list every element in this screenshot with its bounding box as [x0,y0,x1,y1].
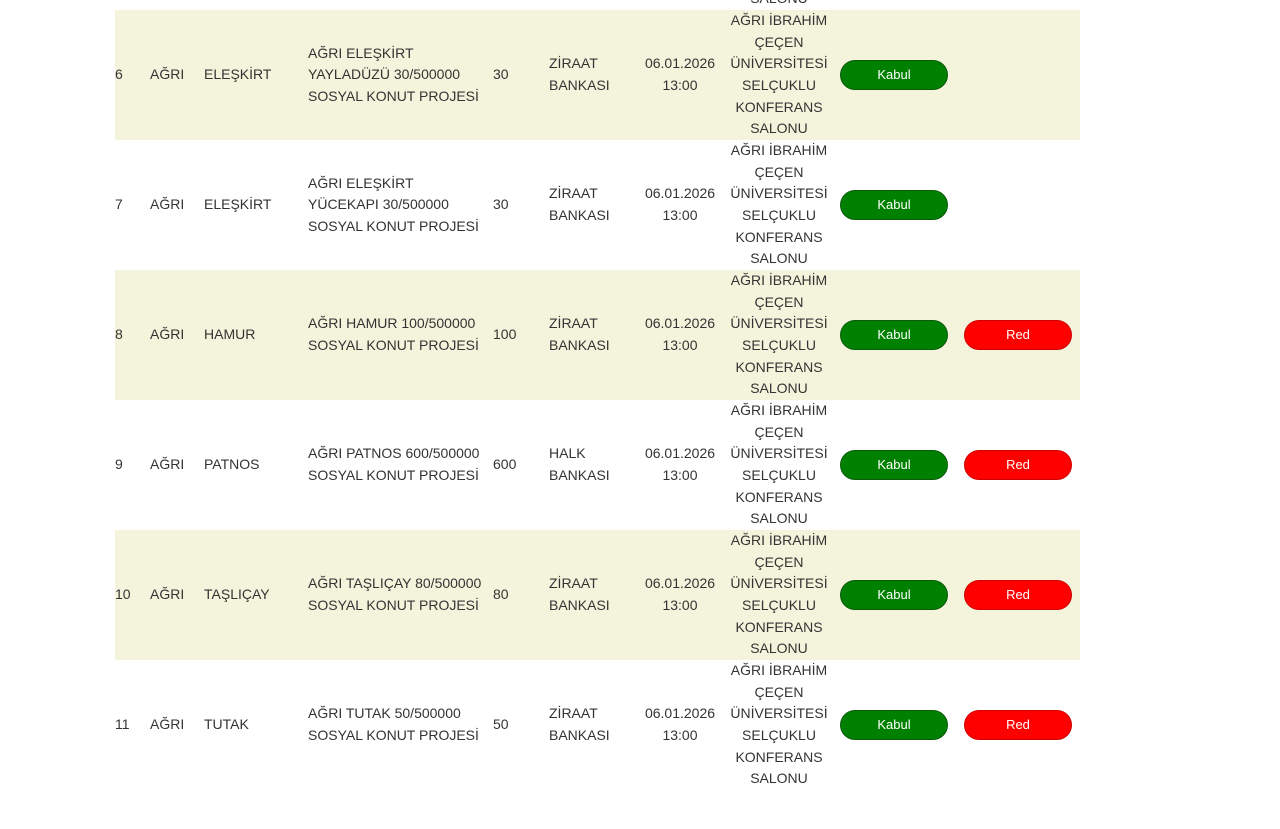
district: PATNOS [204,456,260,473]
project-name: AĞRI ELEŞKİRT YÜCEKAPI 30/500000 SOSYAL … [308,174,479,234]
date-time: 06.01.2026 13:00 [644,705,716,743]
district: TUTAK [204,716,249,733]
accept-button[interactable]: Kabul [840,320,948,350]
bank: HALK BANKASI [549,445,610,483]
accept-cell: Kabul [832,400,956,530]
bank: ZİRAAT BANKASI [549,185,610,223]
accept-cell: Kabul [832,140,956,270]
accept-button[interactable]: Kabul [840,60,948,90]
date-time: 06.01.2026 13:00 [644,315,716,353]
accept-button[interactable]: Kabul [840,450,948,480]
reject-button[interactable]: Red [964,710,1072,740]
accept-button[interactable]: Kabul [840,190,948,220]
row-number: 7 [115,196,123,213]
table-row: 8 AĞRI HAMUR AĞRI HAMUR 100/500000 SOSYAL K… [115,270,1080,400]
district: TAŞLIÇAY [204,586,270,603]
unit-count: 100 [493,326,517,343]
accept-cell: Kabul [832,10,956,140]
bank: ZİRAAT BANKASI [549,55,610,93]
reject-cell: Red [956,660,1080,790]
reject-cell: Red [956,400,1080,530]
table-row: 9 AĞRI PATNOS AĞRI PATNOS 600/500000 SOSYAL… [115,400,1080,530]
unit-count: 50 [493,716,509,733]
table-row: 7 AĞRI ELEŞKİRT AĞRI ELEŞKİRT YÜCEKAPI 30/5… [115,140,1080,270]
reject-cell [956,10,1080,140]
reject-cell: Red [956,530,1080,660]
table-row: 6 AĞRI ELEŞKİRT AĞRI ELEŞKİRT YAYLADÜZÜ 30/… [115,10,1080,140]
unit-count: 80 [493,586,509,603]
bank: ZİRAAT BANKASI [549,315,610,353]
table-body: 6 AĞRI ELEŞKİRT AĞRI ELEŞKİRT YAYLADÜZÜ 30/… [115,10,1080,790]
bank: ZİRAAT BANKASI [549,575,610,613]
row-number: 8 [115,326,123,343]
date-time: 06.01.2026 13:00 [644,575,716,613]
accept-cell: Kabul [832,530,956,660]
district: ELEŞKİRT [204,196,272,213]
project-name: AĞRI HAMUR 100/500000 SOSYAL KONUT PROJE… [308,315,479,353]
district: HAMUR [204,326,256,343]
row-number: 9 [115,456,123,473]
accept-cell: Kabul [832,270,956,400]
accept-button[interactable]: Kabul [840,710,948,740]
row-number: 11 [115,716,130,733]
cut-cell-text: SALONU [726,0,832,10]
province: AĞRI [150,586,185,603]
accept-button[interactable]: Kabul [840,580,948,610]
reject-cell: Red [956,270,1080,400]
project-name: AĞRI ELEŞKİRT YAYLADÜZÜ 30/500000 SOSYAL… [308,44,479,104]
row-number: 6 [115,66,123,83]
row-number: 10 [115,586,131,603]
province: AĞRI [150,196,185,213]
district: ELEŞKİRT [204,66,272,83]
unit-count: 30 [493,66,509,83]
table-row: 11 AĞRI TUTAK AĞRI TUTAK 50/500000 SOSYAL K… [115,660,1080,790]
province: AĞRI [150,326,185,343]
reject-button[interactable]: Red [964,320,1072,350]
location: AĞRI İBRAHİM ÇEÇEN ÜNİVERSİTESİ SELÇUKLU… [730,532,828,657]
project-name: AĞRI TUTAK 50/500000 SOSYAL KONUT PROJES… [308,705,479,743]
reject-button[interactable]: Red [964,450,1072,480]
project-name: AĞRI PATNOS 600/500000 SOSYAL KONUT PROJ… [308,445,480,483]
location: AĞRI İBRAHİM ÇEÇEN ÜNİVERSİTESİ SELÇUKLU… [730,12,828,137]
bank: ZİRAAT BANKASI [549,705,610,743]
date-time: 06.01.2026 13:00 [644,55,716,93]
reject-button[interactable]: Red [964,580,1072,610]
province: AĞRI [150,716,185,733]
location: AĞRI İBRAHİM ÇEÇEN ÜNİVERSİTESİ SELÇUKLU… [730,662,828,787]
tender-table: 6 AĞRI ELEŞKİRT AĞRI ELEŞKİRT YAYLADÜZÜ 30/… [115,10,1080,790]
date-time: 06.01.2026 13:00 [644,185,716,223]
location: AĞRI İBRAHİM ÇEÇEN ÜNİVERSİTESİ SELÇUKLU… [730,402,828,527]
date-time: 06.01.2026 13:00 [644,445,716,483]
accept-cell: Kabul [832,660,956,790]
unit-count: 600 [493,456,517,473]
location: AĞRI İBRAHİM ÇEÇEN ÜNİVERSİTESİ SELÇUKLU… [730,142,828,267]
location: AĞRI İBRAHİM ÇEÇEN ÜNİVERSİTESİ SELÇUKLU… [730,272,828,397]
table-row: 10 AĞRI TAŞLIÇAY AĞRI TAŞLIÇAY 80/500000 SO… [115,530,1080,660]
reject-cell [956,140,1080,270]
province: AĞRI [150,456,185,473]
unit-count: 30 [493,196,509,213]
province: AĞRI [150,66,185,83]
project-name: AĞRI TAŞLIÇAY 80/500000 SOSYAL KONUT PRO… [308,575,482,613]
